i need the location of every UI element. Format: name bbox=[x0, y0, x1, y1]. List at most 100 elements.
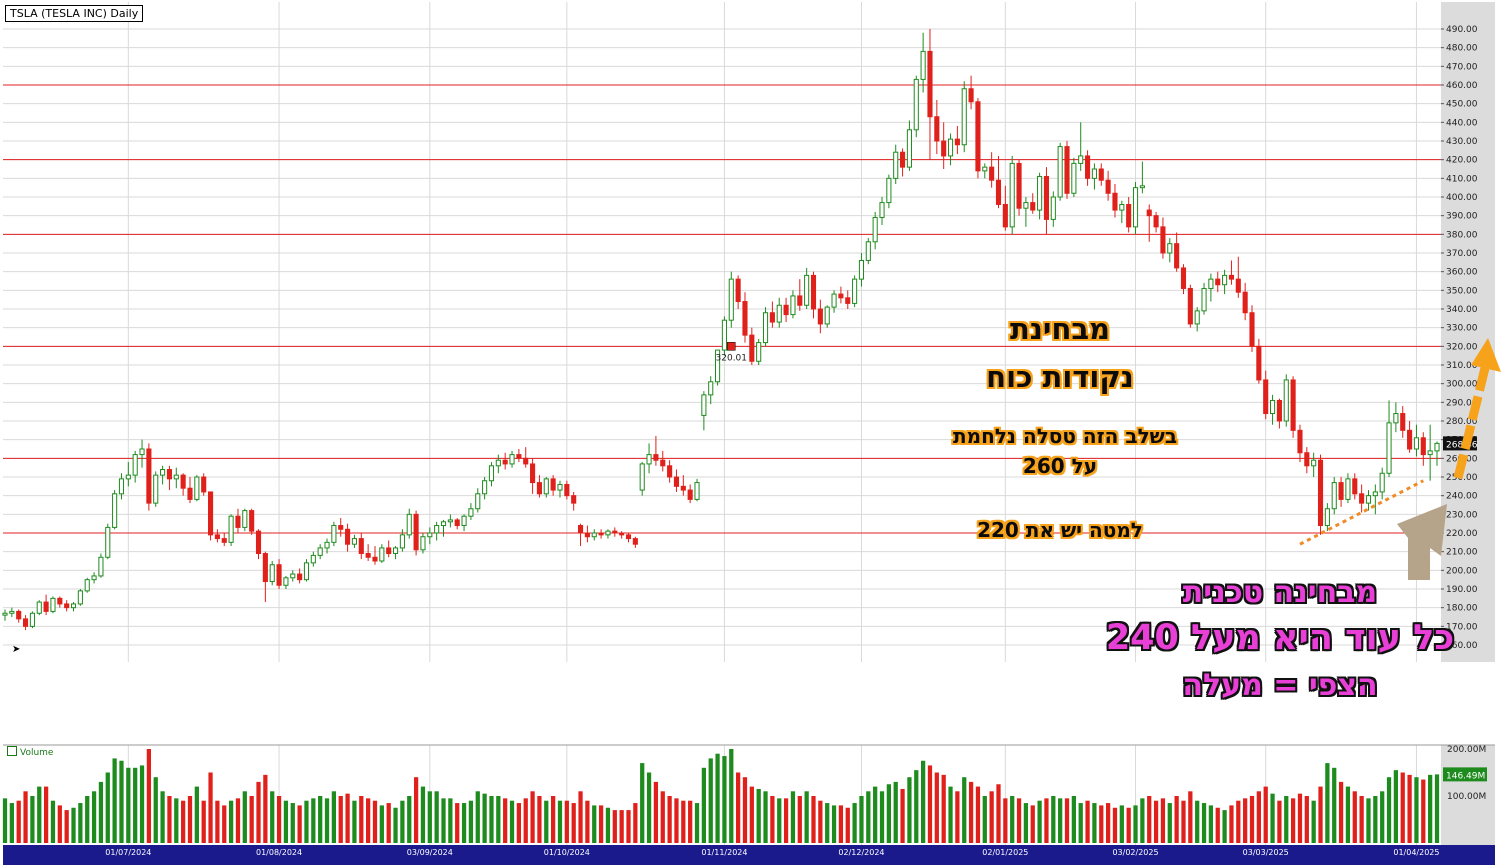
candle bbox=[1064, 141, 1070, 199]
volume-bar bbox=[1181, 800, 1186, 843]
candle-body bbox=[1352, 478, 1358, 495]
candle-body bbox=[153, 474, 159, 504]
volume-bar bbox=[544, 800, 549, 843]
volume-bar bbox=[715, 753, 720, 843]
candle bbox=[207, 491, 214, 541]
candle-body bbox=[392, 547, 399, 555]
candle-body bbox=[852, 278, 858, 304]
candle-body bbox=[1393, 413, 1399, 424]
candle-body bbox=[1167, 243, 1173, 254]
volume-bar bbox=[482, 793, 487, 843]
price-tick-label: 460.00 bbox=[1446, 81, 1478, 91]
candle-body bbox=[1283, 379, 1289, 422]
candle bbox=[927, 29, 933, 160]
candle bbox=[831, 290, 837, 313]
volume-bar bbox=[701, 767, 706, 843]
candle-body bbox=[536, 482, 542, 495]
candle-body bbox=[345, 528, 351, 545]
candle bbox=[564, 480, 570, 500]
candle-body bbox=[413, 513, 419, 551]
candle bbox=[550, 475, 556, 496]
candle-body bbox=[625, 534, 632, 540]
volume-bar bbox=[742, 777, 748, 843]
volume-toggle-icon[interactable] bbox=[7, 746, 17, 756]
candle bbox=[36, 600, 42, 616]
tech-line-3: הצפי = מעלה bbox=[1182, 668, 1378, 703]
candle bbox=[653, 435, 659, 466]
candle-body bbox=[667, 465, 673, 478]
candle bbox=[865, 238, 871, 265]
volume-bar bbox=[1208, 805, 1214, 843]
candle bbox=[749, 327, 755, 365]
volume-bar bbox=[1085, 800, 1090, 843]
candle bbox=[701, 391, 707, 431]
volume-bar bbox=[783, 798, 789, 843]
volume-bar bbox=[16, 800, 21, 843]
volume-bars bbox=[2, 749, 1440, 843]
candle bbox=[1365, 490, 1372, 511]
candle-body bbox=[1256, 345, 1262, 381]
candle bbox=[1222, 269, 1228, 295]
candle-body bbox=[1263, 379, 1269, 415]
volume-bar bbox=[37, 786, 42, 843]
candle-body bbox=[1023, 202, 1029, 209]
volume-bar bbox=[962, 777, 967, 843]
candle-body bbox=[372, 556, 378, 562]
price-tick-label: 390.00 bbox=[1446, 212, 1478, 222]
volume-bar bbox=[674, 798, 679, 843]
volume-bar bbox=[194, 786, 199, 843]
volume-bar bbox=[660, 791, 665, 843]
candle bbox=[1009, 155, 1015, 235]
candle bbox=[625, 533, 632, 543]
price-tick-label: 450.00 bbox=[1446, 100, 1478, 110]
candle-body bbox=[1208, 278, 1214, 289]
volume-bar bbox=[290, 803, 295, 843]
candle bbox=[715, 349, 721, 386]
date-label: 02/01/2025 bbox=[982, 848, 1028, 857]
candle-body bbox=[43, 601, 49, 612]
candle-body bbox=[1105, 179, 1111, 194]
candle-body bbox=[708, 381, 714, 396]
volume-bar bbox=[496, 796, 501, 843]
date-label: 03/09/2024 bbox=[407, 848, 453, 857]
date-label: 03/02/2025 bbox=[1112, 848, 1158, 857]
candle-body bbox=[584, 532, 590, 538]
volume-bar bbox=[1030, 805, 1035, 843]
candle-body bbox=[495, 459, 501, 467]
candle bbox=[1352, 473, 1358, 500]
candle bbox=[146, 443, 152, 511]
candle bbox=[125, 462, 131, 487]
below-line: למטה יש את 220 bbox=[977, 518, 1143, 542]
candle-body bbox=[776, 304, 782, 323]
candle bbox=[1208, 273, 1214, 302]
candle-body bbox=[523, 457, 529, 465]
candle-body bbox=[283, 577, 289, 586]
volume-bar bbox=[1352, 791, 1357, 843]
date-label: 01/07/2024 bbox=[105, 848, 151, 857]
candle bbox=[1400, 406, 1406, 438]
candle-body bbox=[1249, 312, 1255, 347]
candle bbox=[1160, 217, 1166, 259]
candle bbox=[810, 271, 817, 319]
volume-bar bbox=[276, 796, 282, 843]
volume-legend-label: Volume bbox=[20, 748, 54, 758]
candle-body bbox=[673, 476, 680, 487]
candle bbox=[1091, 163, 1097, 190]
volume-bar bbox=[283, 800, 289, 843]
volume-bar bbox=[790, 791, 796, 843]
volume-bar bbox=[249, 796, 254, 843]
candle bbox=[1187, 284, 1193, 328]
candle bbox=[50, 596, 56, 614]
volume-bar bbox=[1236, 800, 1241, 843]
candle bbox=[920, 32, 926, 93]
volume-bar bbox=[934, 772, 939, 843]
candle bbox=[187, 477, 193, 504]
last-volume-tag: 146.49M bbox=[1443, 767, 1487, 782]
candle bbox=[742, 292, 748, 343]
volume-bar bbox=[160, 791, 165, 843]
candle bbox=[612, 527, 618, 537]
candle bbox=[379, 544, 385, 563]
volume-bar bbox=[1325, 763, 1330, 843]
